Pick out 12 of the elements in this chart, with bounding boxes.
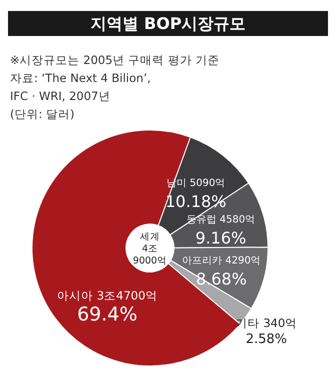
chart-title: 지역별 BOP시장규모 (90, 14, 246, 33)
text: (단위: 달러) (10, 107, 75, 121)
text: IFC · WRI, 2007년 (10, 89, 110, 103)
data-label: 2.58% (246, 332, 288, 348)
text: 자료: ‘The Next 4 Bilion’, (10, 71, 151, 85)
slice-label: 아프리카 4290억 (182, 255, 261, 266)
text: 세계 4조 9000억 (132, 232, 168, 266)
data-label: 9.16% (195, 228, 246, 248)
text: ※시장규모는 2005년 구매력 평가 기준 (10, 53, 220, 67)
data-label: 69.4% (77, 303, 138, 326)
slice-label: 아시아 3조4700억 (57, 288, 158, 302)
slice-label: 기타 340억 (236, 316, 298, 330)
